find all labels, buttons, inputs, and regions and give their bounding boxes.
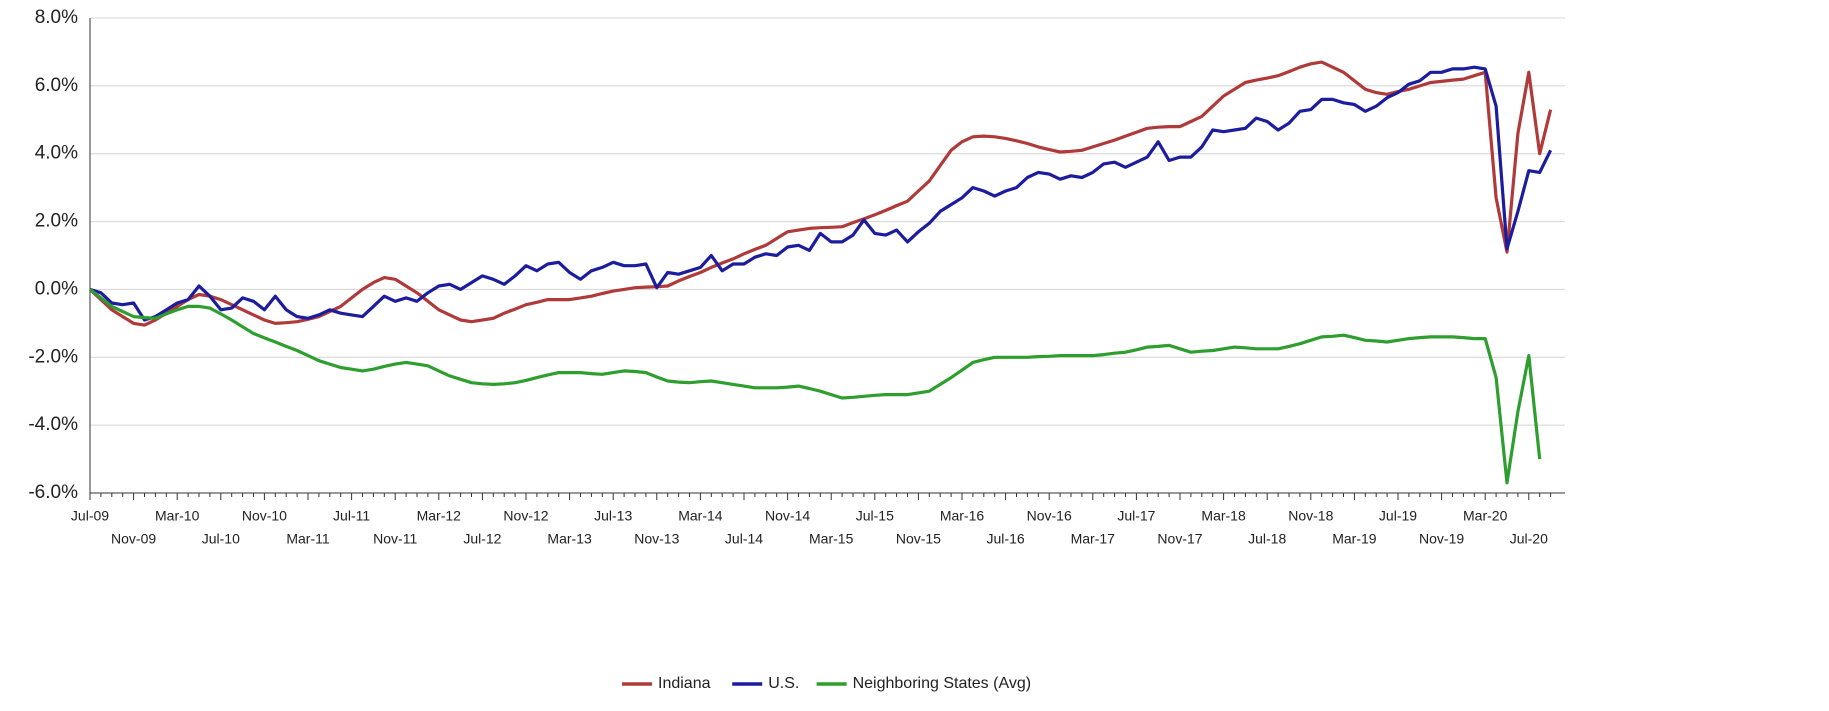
x-tick-label: Mar-12 (417, 508, 462, 524)
x-tick-label: Mar-14 (678, 508, 723, 524)
y-tick-label: 8.0% (35, 7, 78, 28)
x-tick-label: Jul-10 (202, 531, 240, 547)
x-tick-label: Jul-19 (1379, 508, 1417, 524)
x-tick-label: Nov-16 (1027, 508, 1072, 524)
x-tick-label: Jul-13 (594, 508, 632, 524)
x-tick-label: Mar-17 (1071, 531, 1116, 547)
x-tick-label: Mar-20 (1463, 508, 1508, 524)
y-tick-label: 6.0% (35, 75, 78, 96)
legend-label: Indiana (658, 675, 711, 692)
x-tick-label: Nov-09 (111, 531, 156, 547)
x-tick-label: Jul-09 (71, 508, 109, 524)
x-tick-label: Mar-15 (809, 531, 854, 547)
legend-label: U.S. (768, 675, 799, 692)
series-line (89, 65, 1553, 322)
x-tick-label: Nov-12 (503, 508, 548, 524)
x-tick-label: Jul-15 (856, 508, 894, 524)
series-line (88, 60, 1553, 327)
series-line (89, 288, 1542, 485)
legend-item: Indiana (622, 675, 711, 692)
x-tick-label: Nov-11 (373, 531, 417, 547)
x-tick-label: Nov-18 (1288, 508, 1333, 524)
x-tick-label: Nov-19 (1419, 531, 1464, 547)
x-tick-label: Jul-18 (1248, 531, 1286, 547)
legend-item: Neighboring States (Avg) (816, 675, 1031, 692)
x-tick-label: Nov-17 (1157, 531, 1202, 547)
x-tick-label: Mar-10 (155, 508, 200, 524)
x-tick-label: Mar-19 (1332, 531, 1377, 547)
x-tick-label: Jul-20 (1510, 531, 1548, 547)
legend-item: U.S. (732, 675, 799, 692)
x-tick-label: Mar-11 (286, 531, 330, 547)
x-tick-label: Mar-16 (940, 508, 985, 524)
y-tick-label: -2.0% (28, 346, 78, 367)
x-tick-label: Mar-18 (1201, 508, 1246, 524)
x-tick-label: Mar-13 (547, 531, 592, 547)
x-tick-label: Jul-16 (987, 531, 1025, 547)
legend-label: Neighboring States (Avg) (853, 675, 1031, 692)
x-tick-label: Jul-12 (463, 531, 501, 547)
x-tick-label: Nov-15 (896, 531, 941, 547)
y-tick-label: -6.0% (28, 482, 78, 503)
x-tick-label: Jul-14 (725, 531, 763, 547)
y-tick-label: 4.0% (35, 143, 78, 164)
x-tick-label: Nov-13 (634, 531, 679, 547)
x-tick-label: Jul-11 (333, 508, 370, 524)
y-tick-label: -4.0% (28, 414, 78, 435)
x-tick-label: Nov-14 (765, 508, 810, 524)
y-tick-label: 0.0% (35, 278, 78, 299)
x-tick-label: Jul-17 (1117, 508, 1155, 524)
x-tick-label: Nov-10 (242, 508, 287, 524)
y-tick-label: 2.0% (35, 211, 78, 232)
